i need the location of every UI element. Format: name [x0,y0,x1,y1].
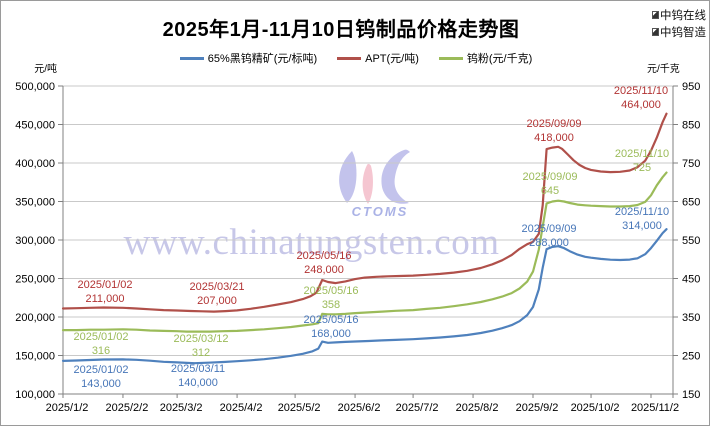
left-axis-tick: 100,000 [15,389,55,401]
left-axis-tick: 200,000 [15,312,55,324]
brand-text-2: 中钨智造 [660,27,706,39]
left-axis-tick: 150,000 [15,351,55,363]
brand-text-1: 中钨在线 [660,10,706,22]
gridlines [63,85,673,356]
right-axis-tick: 150 [682,389,700,401]
x-axis-tick: 2025/2/2 [106,402,149,414]
x-axis-tick: 2025/4/2 [220,402,263,414]
left-axis-tick: 450,000 [15,120,55,132]
left-axis-tick: 350,000 [15,197,55,209]
logo-left-swoosh [339,151,357,203]
x-axis-tick: 2025/5/2 [278,402,321,414]
left-axis-tick: 300,000 [15,235,55,247]
company-logo-icon [652,28,659,36]
series-line [61,112,668,313]
axis-tick-labels: 500,000 950 450,000 850 400,000 750 350,000 650… [15,81,700,414]
brand-line-2: 中钨智造 [652,24,706,40]
legend-swatch-blue [179,56,204,60]
legend-label-black-tungsten: 65%黑钨精矿(元/标吨) [207,53,318,65]
right-axis-tick: 250 [682,351,700,363]
x-axis-tick: 2025/1/2 [46,402,89,414]
legend-label-apt: APT(元/吨) [365,53,419,65]
legend-label-tungsten-powder: 钨粉(元/千克) [466,53,533,65]
legend-item-black-tungsten: 65%黑钨精矿(元/标吨) [179,50,318,66]
axes [58,85,678,398]
right-axis-tick: 750 [682,158,700,170]
left-axis-tick: 400,000 [15,158,55,170]
right-axis-tick: 950 [682,81,700,93]
x-axis-tick: 2025/6/2 [338,402,381,414]
legend-swatch-red [337,56,362,60]
brand-line-1: 中钨在线 [652,7,706,23]
legend-swatch-green [438,56,463,60]
x-axis-tick: 2025/10/2 [571,402,620,414]
x-axis-tick: 2025/9/2 [516,402,559,414]
left-axis-unit: 元/吨 [34,64,57,75]
left-axis-tick: 500,000 [15,81,55,93]
right-axis-tick: 850 [682,120,700,132]
logo-text: CTOMS [352,204,409,219]
series-lines [61,112,668,365]
x-axis-tick: 2025/7/2 [396,402,439,414]
legend: 65%黑钨精矿(元/标吨) APT(元/吨) 钨粉(元/千克) [1,50,709,66]
legend-item-apt: APT(元/吨) [337,50,419,66]
left-axis-tick: 250,000 [15,274,55,286]
x-axis-tick: 2025/8/2 [456,402,499,414]
series-line [61,228,668,365]
watermark-url: www.chinatungsten.com [123,222,500,263]
right-axis-tick: 650 [682,197,700,209]
right-axis-unit: 元/千克 [647,64,680,75]
company-logo-icon [652,11,659,19]
x-axis-tick: 2025/3/2 [160,402,203,414]
legend-item-tungsten-powder: 钨粉(元/千克) [438,50,533,66]
chart-title: 2025年1月-11月10日钨制品价格走势图 [162,19,520,41]
brand-block: 中钨在线 中钨智造 [652,7,706,40]
series-line [61,171,668,333]
right-axis-tick: 350 [682,312,700,324]
right-axis-tick: 550 [682,235,700,247]
right-axis-tick: 450 [682,274,700,286]
logo-center-flame [362,163,373,204]
x-axis-tick: 2025/11/2 [631,402,679,414]
